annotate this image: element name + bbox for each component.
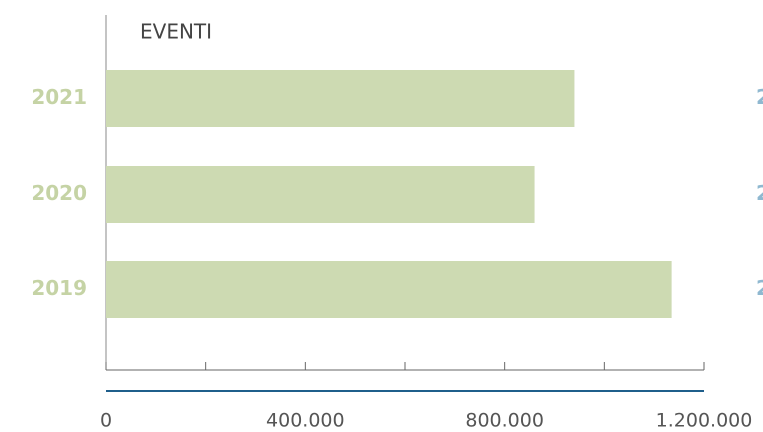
bar [106,166,535,223]
x-tick-label: 400.000 [266,410,345,432]
chart-title: EVENTI [140,20,212,44]
annotation: 2 [756,181,763,205]
annotation: 2 [756,276,763,300]
bar [106,261,672,318]
x-tick-label: 0 [100,410,112,432]
x-tick-label: 1.200.000 [656,410,753,432]
annotation: 2 [756,85,763,109]
x-tick-label: 800.000 [465,410,544,432]
y-tick-label: 2020 [31,181,87,205]
bar [106,70,575,127]
y-tick-label: 2019 [31,276,87,300]
y-tick-label: 2021 [31,85,87,109]
